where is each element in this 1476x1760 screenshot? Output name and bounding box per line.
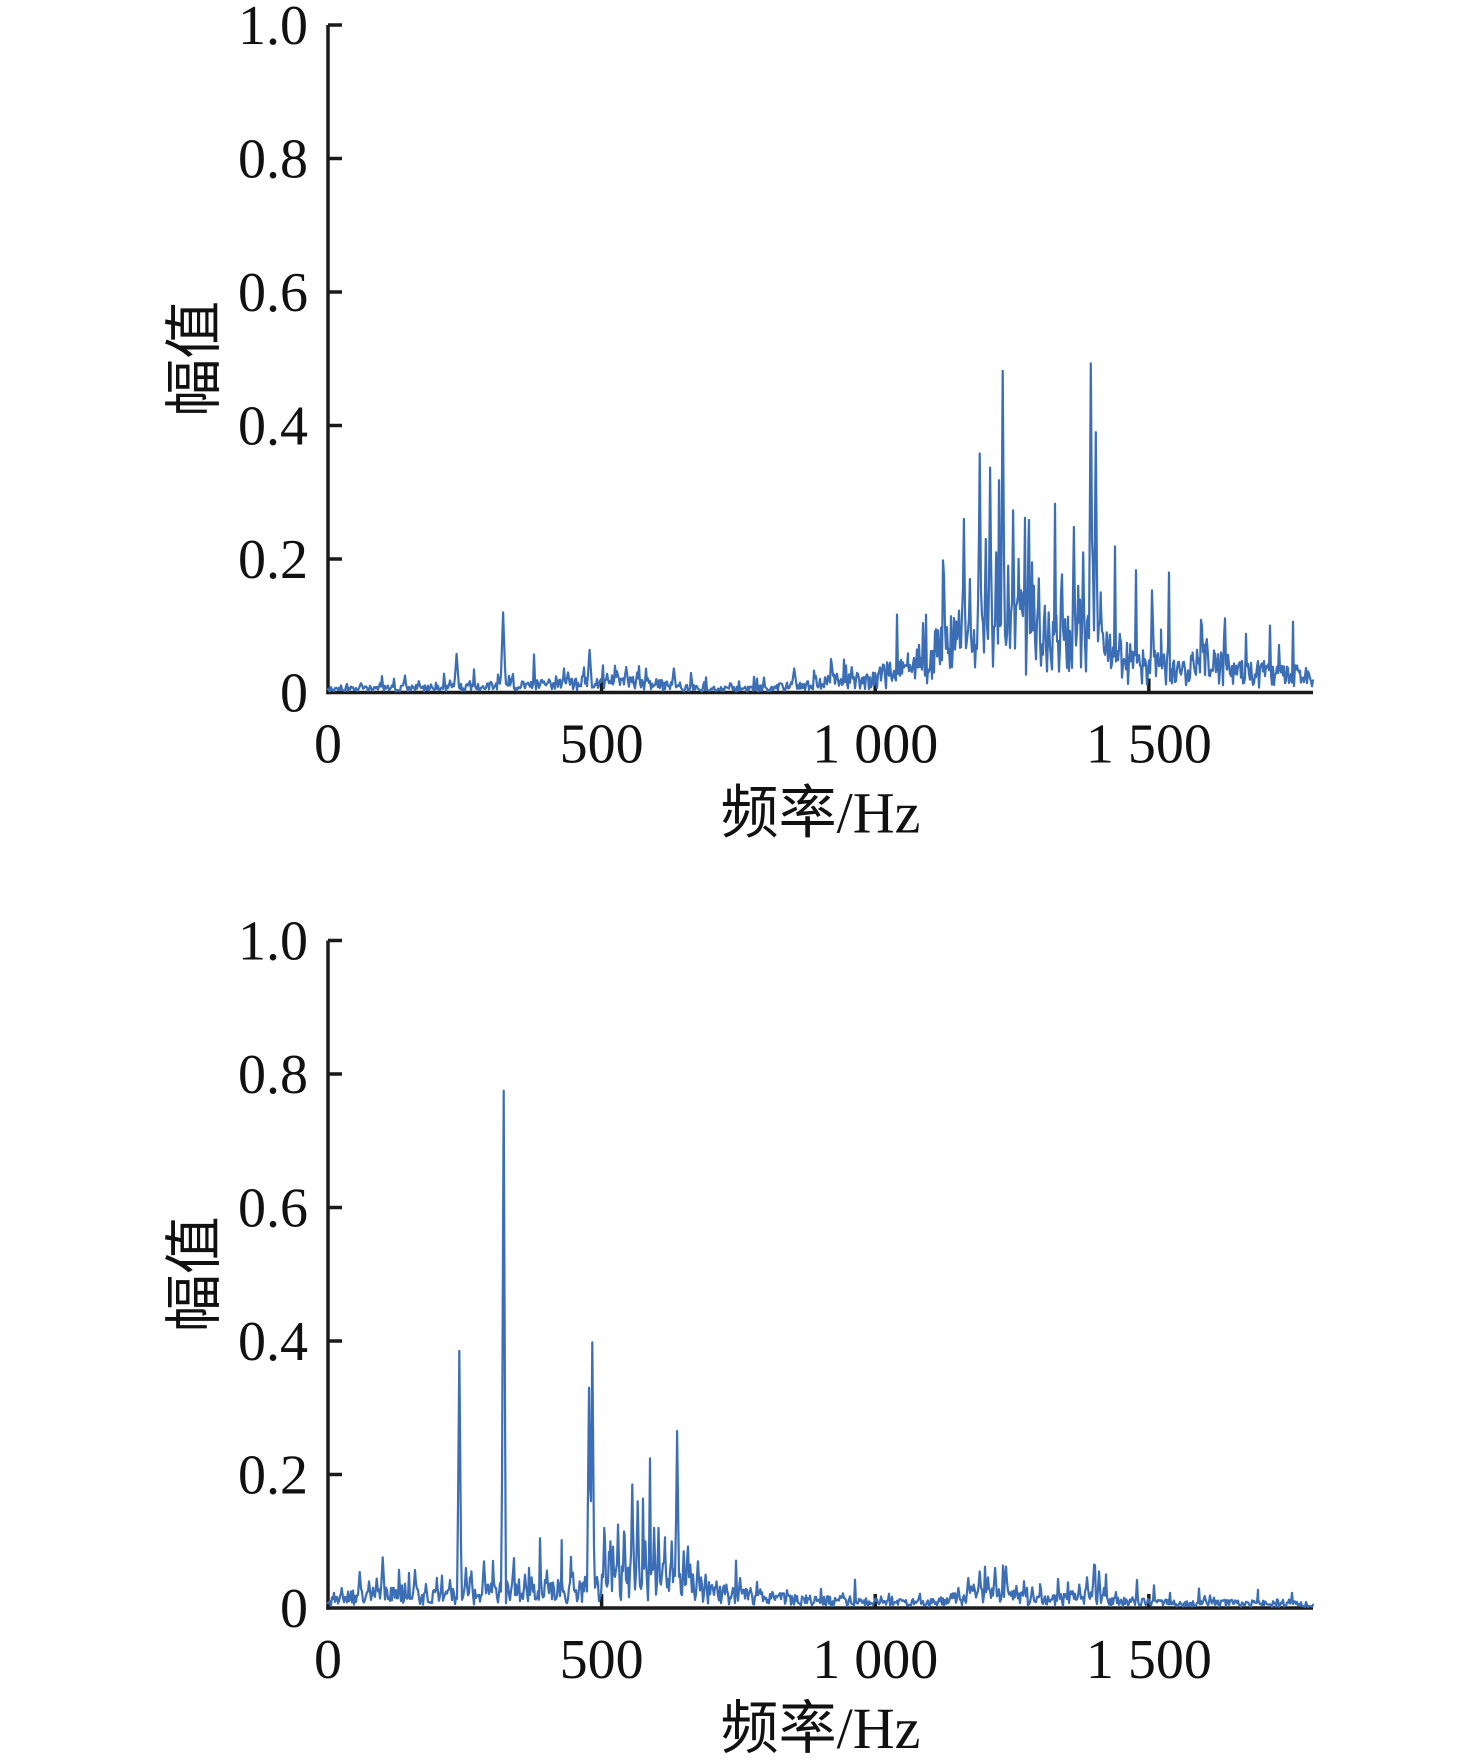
x-tick-label: 1 500 — [1086, 1629, 1212, 1691]
series-path — [326, 362, 1315, 693]
y-tick-label: 0.6 — [238, 262, 308, 324]
spectrum-plot-top: 0 500 1 000 1 500 0 0.2 0.4 0.6 0.8 1.0 频率/Hz 幅值 — [162, 0, 1315, 846]
y-tick-label: 1.0 — [238, 0, 308, 57]
y-axis-title: 幅值 — [162, 1216, 227, 1332]
y-tick-label: 0.6 — [238, 1178, 308, 1240]
y-tick-label: 0.4 — [238, 1311, 308, 1373]
y-tick-label: 0.8 — [238, 1044, 308, 1106]
x-tick-label: 500 — [560, 714, 644, 776]
x-tick-label: 0 — [314, 714, 342, 776]
y-tick-label: 0 — [280, 1578, 308, 1640]
x-tick-label: 1 500 — [1086, 714, 1212, 776]
y-axis-title: 幅值 — [162, 301, 227, 417]
y-tick-label: 0 — [280, 663, 308, 725]
y-tick-label: 0.2 — [238, 1445, 308, 1507]
x-tick-label: 500 — [560, 1629, 644, 1691]
y-tick-label: 0.4 — [238, 396, 308, 458]
x-axis-title: 频率/Hz — [721, 1696, 921, 1760]
y-tick-label: 1.0 — [238, 911, 308, 973]
y-tick-label: 0.8 — [238, 129, 308, 191]
x-axis-title: 频率/Hz — [721, 781, 921, 846]
spectrum-plot-bottom: 0 500 1 000 1 500 0 0.2 0.4 0.6 0.8 1.0 频率/Hz 幅值 — [162, 911, 1315, 1760]
x-tick-label: 1 000 — [812, 1629, 938, 1691]
y-tick-label: 0.2 — [238, 529, 308, 591]
x-tick-label: 1 000 — [812, 714, 938, 776]
series-path — [326, 1089, 1315, 1609]
x-tick-label: 0 — [314, 1629, 342, 1691]
